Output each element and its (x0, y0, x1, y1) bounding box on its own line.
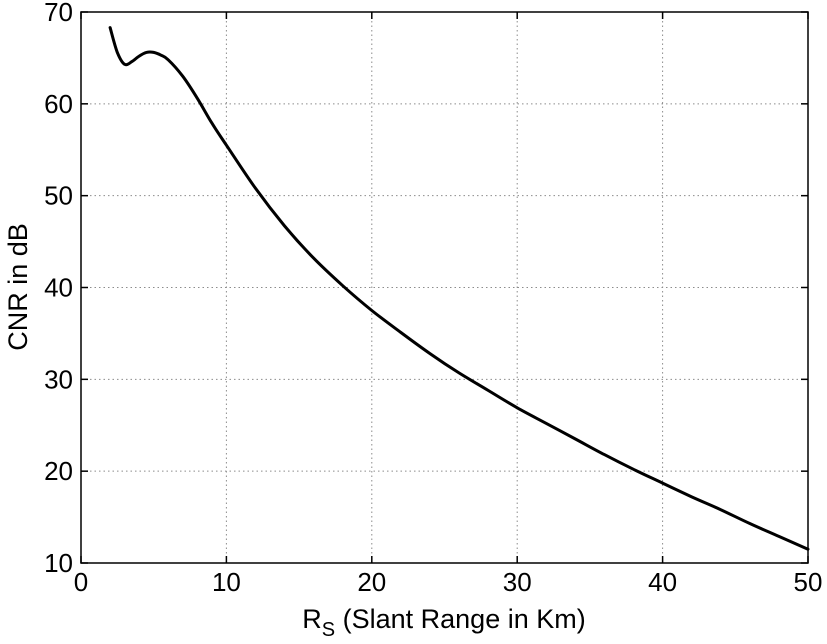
y-tick-label: 50 (44, 181, 73, 211)
x-tick-label: 40 (648, 567, 677, 597)
y-tick-label: 70 (44, 0, 73, 27)
y-tick-label: 20 (44, 456, 73, 486)
x-tick-label: 50 (794, 567, 823, 597)
series-line-cnr (108, 26, 810, 551)
y-tick-label: 60 (44, 89, 73, 119)
x-tick-label: 30 (503, 567, 532, 597)
x-axis-label: RS (Slant Range in Km) (302, 604, 585, 641)
grid-lines (81, 12, 808, 563)
y-tick-label: 10 (44, 548, 73, 578)
x-tick-label: 0 (74, 567, 88, 597)
x-tick-label: 20 (357, 567, 386, 597)
y-tick-label: 40 (44, 273, 73, 303)
x-tick-labels: 0 10 20 30 40 50 (74, 567, 823, 597)
axis-ticks (80, 11, 809, 564)
y-tick-labels: 10 20 30 40 50 60 70 (44, 0, 73, 578)
y-tick-label: 30 (44, 364, 73, 394)
x-tick-label: 10 (212, 567, 241, 597)
y-axis-label: CNR in dB (3, 223, 33, 351)
